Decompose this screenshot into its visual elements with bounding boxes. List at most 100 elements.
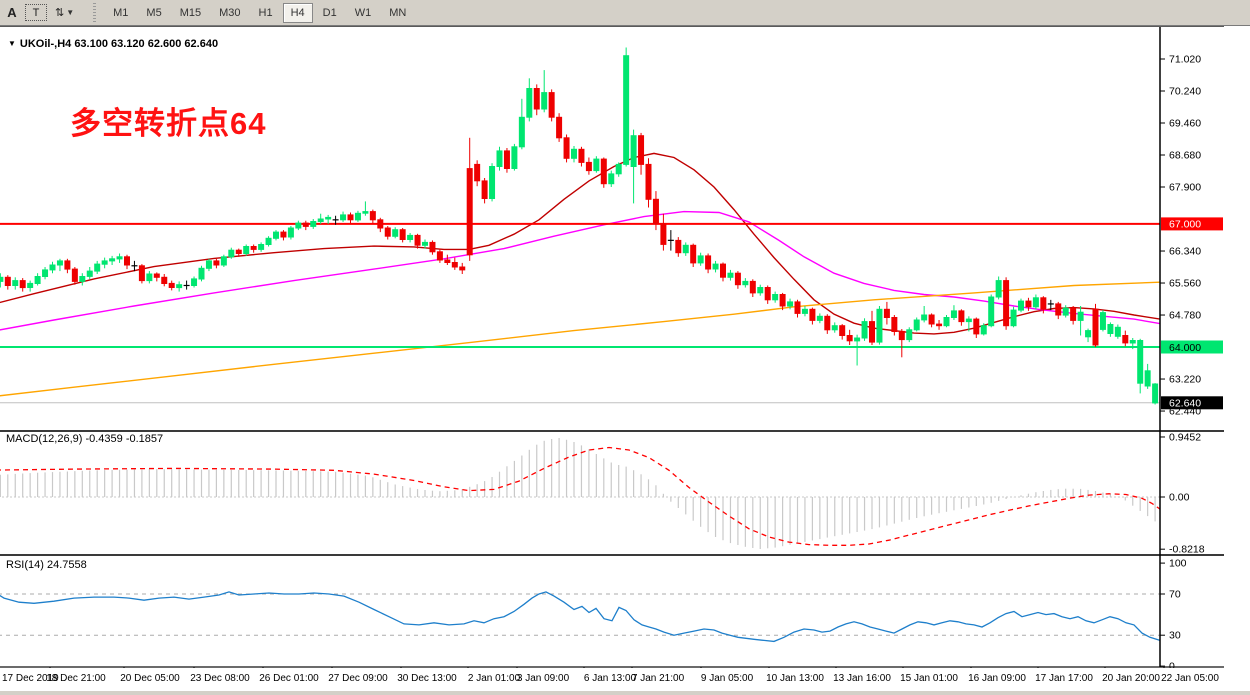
up-candle <box>801 308 808 314</box>
down-candle <box>466 168 473 256</box>
up-candle <box>772 294 779 301</box>
chart-annotation-text[interactable]: 多空转折点64 <box>70 106 267 141</box>
up-candle <box>831 325 838 331</box>
axis-tick-label: 69.460 <box>1169 118 1201 130</box>
down-candle <box>585 161 592 172</box>
down-candle <box>503 150 510 169</box>
time-axis[interactable]: 17 Dec 2019 18 Dec 21:00 20 Dec 05:00 23 De… <box>0 668 1250 691</box>
drawing-tools-dropdown-button[interactable]: ⇅ ▼ <box>49 3 80 23</box>
timeframe-button-m1[interactable]: M1 <box>113 6 129 19</box>
letter-a-tool-button[interactable]: A <box>7 5 17 20</box>
up-candle <box>861 321 868 339</box>
up-candle <box>146 273 153 282</box>
timeframe-button-m5[interactable]: M5 <box>146 6 162 19</box>
up-candle <box>518 116 525 148</box>
timeframe-button-h4[interactable]: H4 <box>282 2 313 23</box>
up-candle <box>228 249 235 258</box>
price-badge-62.640 <box>1161 396 1223 410</box>
axis-tick-label: 0.00 <box>1169 492 1190 504</box>
down-candle <box>883 308 890 318</box>
up-candle <box>876 308 883 343</box>
up-candle <box>1129 340 1136 344</box>
axis-tick-label: 63.220 <box>1169 374 1201 386</box>
up-candle <box>526 88 533 118</box>
up-candle <box>34 276 41 284</box>
up-candle <box>191 278 198 286</box>
symbol-quote-line[interactable]: ▼ UKOil-,H4 63.100 63.120 62.600 62.640 <box>8 38 218 50</box>
up-candle <box>1032 297 1039 308</box>
time-label: 20 Dec 05:00 <box>120 673 180 684</box>
up-candle <box>1099 312 1106 330</box>
axis-tick-label: 66.340 <box>1169 246 1201 258</box>
down-candle <box>846 335 853 342</box>
timeframe-button-d1[interactable]: D1 <box>322 6 337 19</box>
down-candle <box>563 137 570 159</box>
symbol-quote-text: UKOil-,H4 63.100 63.120 62.600 62.640 <box>19 38 219 50</box>
up-candle <box>608 173 615 185</box>
candles <box>0 47 1159 405</box>
down-candle <box>690 244 697 264</box>
time-label: 22 Jan 05:00 <box>1161 673 1219 684</box>
timeframe-button-m15[interactable]: M15 <box>179 6 202 19</box>
up-candle <box>1137 340 1144 384</box>
macd-indicator-label: MACD(12,26,9) -0.4359 -0.1857 <box>6 433 164 445</box>
down-candle <box>124 256 130 266</box>
down-candle <box>153 273 160 278</box>
down-candle <box>302 222 309 227</box>
up-candle <box>712 263 719 270</box>
down-candle <box>600 158 607 185</box>
up-candle <box>571 148 577 159</box>
down-candle <box>824 315 831 331</box>
up-candle <box>1018 300 1024 311</box>
axis-tick-label: 0.9452 <box>1169 431 1201 443</box>
timeframe-button-mn[interactable]: MN <box>389 6 407 19</box>
down-candle <box>429 241 436 253</box>
macd-pane[interactable] <box>0 438 1161 549</box>
time-label: 10 Jan 13:00 <box>766 673 824 684</box>
toolbar-grip-handle[interactable] <box>91 2 99 23</box>
up-candle <box>995 280 1002 298</box>
up-candle <box>1107 324 1114 334</box>
main-price-pane[interactable] <box>0 47 1160 405</box>
up-candle <box>1085 330 1092 338</box>
time-label: 6 Jan 13:00 <box>583 673 637 684</box>
svg-text:64.000: 64.000 <box>1169 342 1201 354</box>
down-candle <box>459 266 466 271</box>
rsi-indicator-label: RSI(14) 24.7558 <box>6 559 87 571</box>
up-candle <box>1114 326 1121 337</box>
axis-tick-label: -0.8218 <box>1169 544 1205 556</box>
text-tool-button[interactable]: T <box>25 4 47 21</box>
timeframe-button-h1[interactable]: H1 <box>258 6 273 19</box>
time-label: 23 Dec 08:00 <box>190 673 250 684</box>
down-candle <box>399 229 406 240</box>
down-candle <box>705 255 712 270</box>
axis-tick-label: 30 <box>1169 630 1181 642</box>
price-chart-canvas[interactable]: 71.020 70.240 69.460 68.680 67.900 66.340 65.5… <box>0 26 1250 695</box>
down-candle <box>444 259 451 263</box>
down-candle <box>928 314 935 325</box>
timeframe-button-w1[interactable]: W1 <box>354 6 372 19</box>
up-candle <box>392 229 399 237</box>
up-candle <box>287 227 294 238</box>
toolbar: A T ⇅ ▼ M1 M5 M15 M30 H1 H4 D1 W1 MN <box>0 0 1250 26</box>
down-candle <box>936 323 943 327</box>
down-candle <box>578 148 585 163</box>
up-candle <box>354 212 361 221</box>
down-candle <box>1025 300 1032 308</box>
up-candle <box>787 301 794 307</box>
down-candle <box>1040 297 1047 310</box>
up-candle <box>541 92 548 110</box>
time-label: 17 Jan 17:00 <box>1035 673 1093 684</box>
axis-tick-label: 67.900 <box>1169 182 1201 194</box>
up-candle <box>198 267 205 280</box>
time-label: 16 Jan 09:00 <box>968 673 1026 684</box>
down-candle <box>764 287 771 301</box>
up-candle <box>422 241 428 246</box>
up-candle <box>854 337 861 342</box>
sort-arrows-icon: ⇅ <box>55 7 65 19</box>
price-axis[interactable]: 71.020 70.240 69.460 68.680 67.900 66.340 65.5… <box>1159 27 1223 673</box>
down-candle <box>734 272 741 286</box>
down-candle <box>779 294 786 307</box>
rsi-pane[interactable] <box>0 589 1161 643</box>
timeframe-button-m30[interactable]: M30 <box>219 6 241 19</box>
